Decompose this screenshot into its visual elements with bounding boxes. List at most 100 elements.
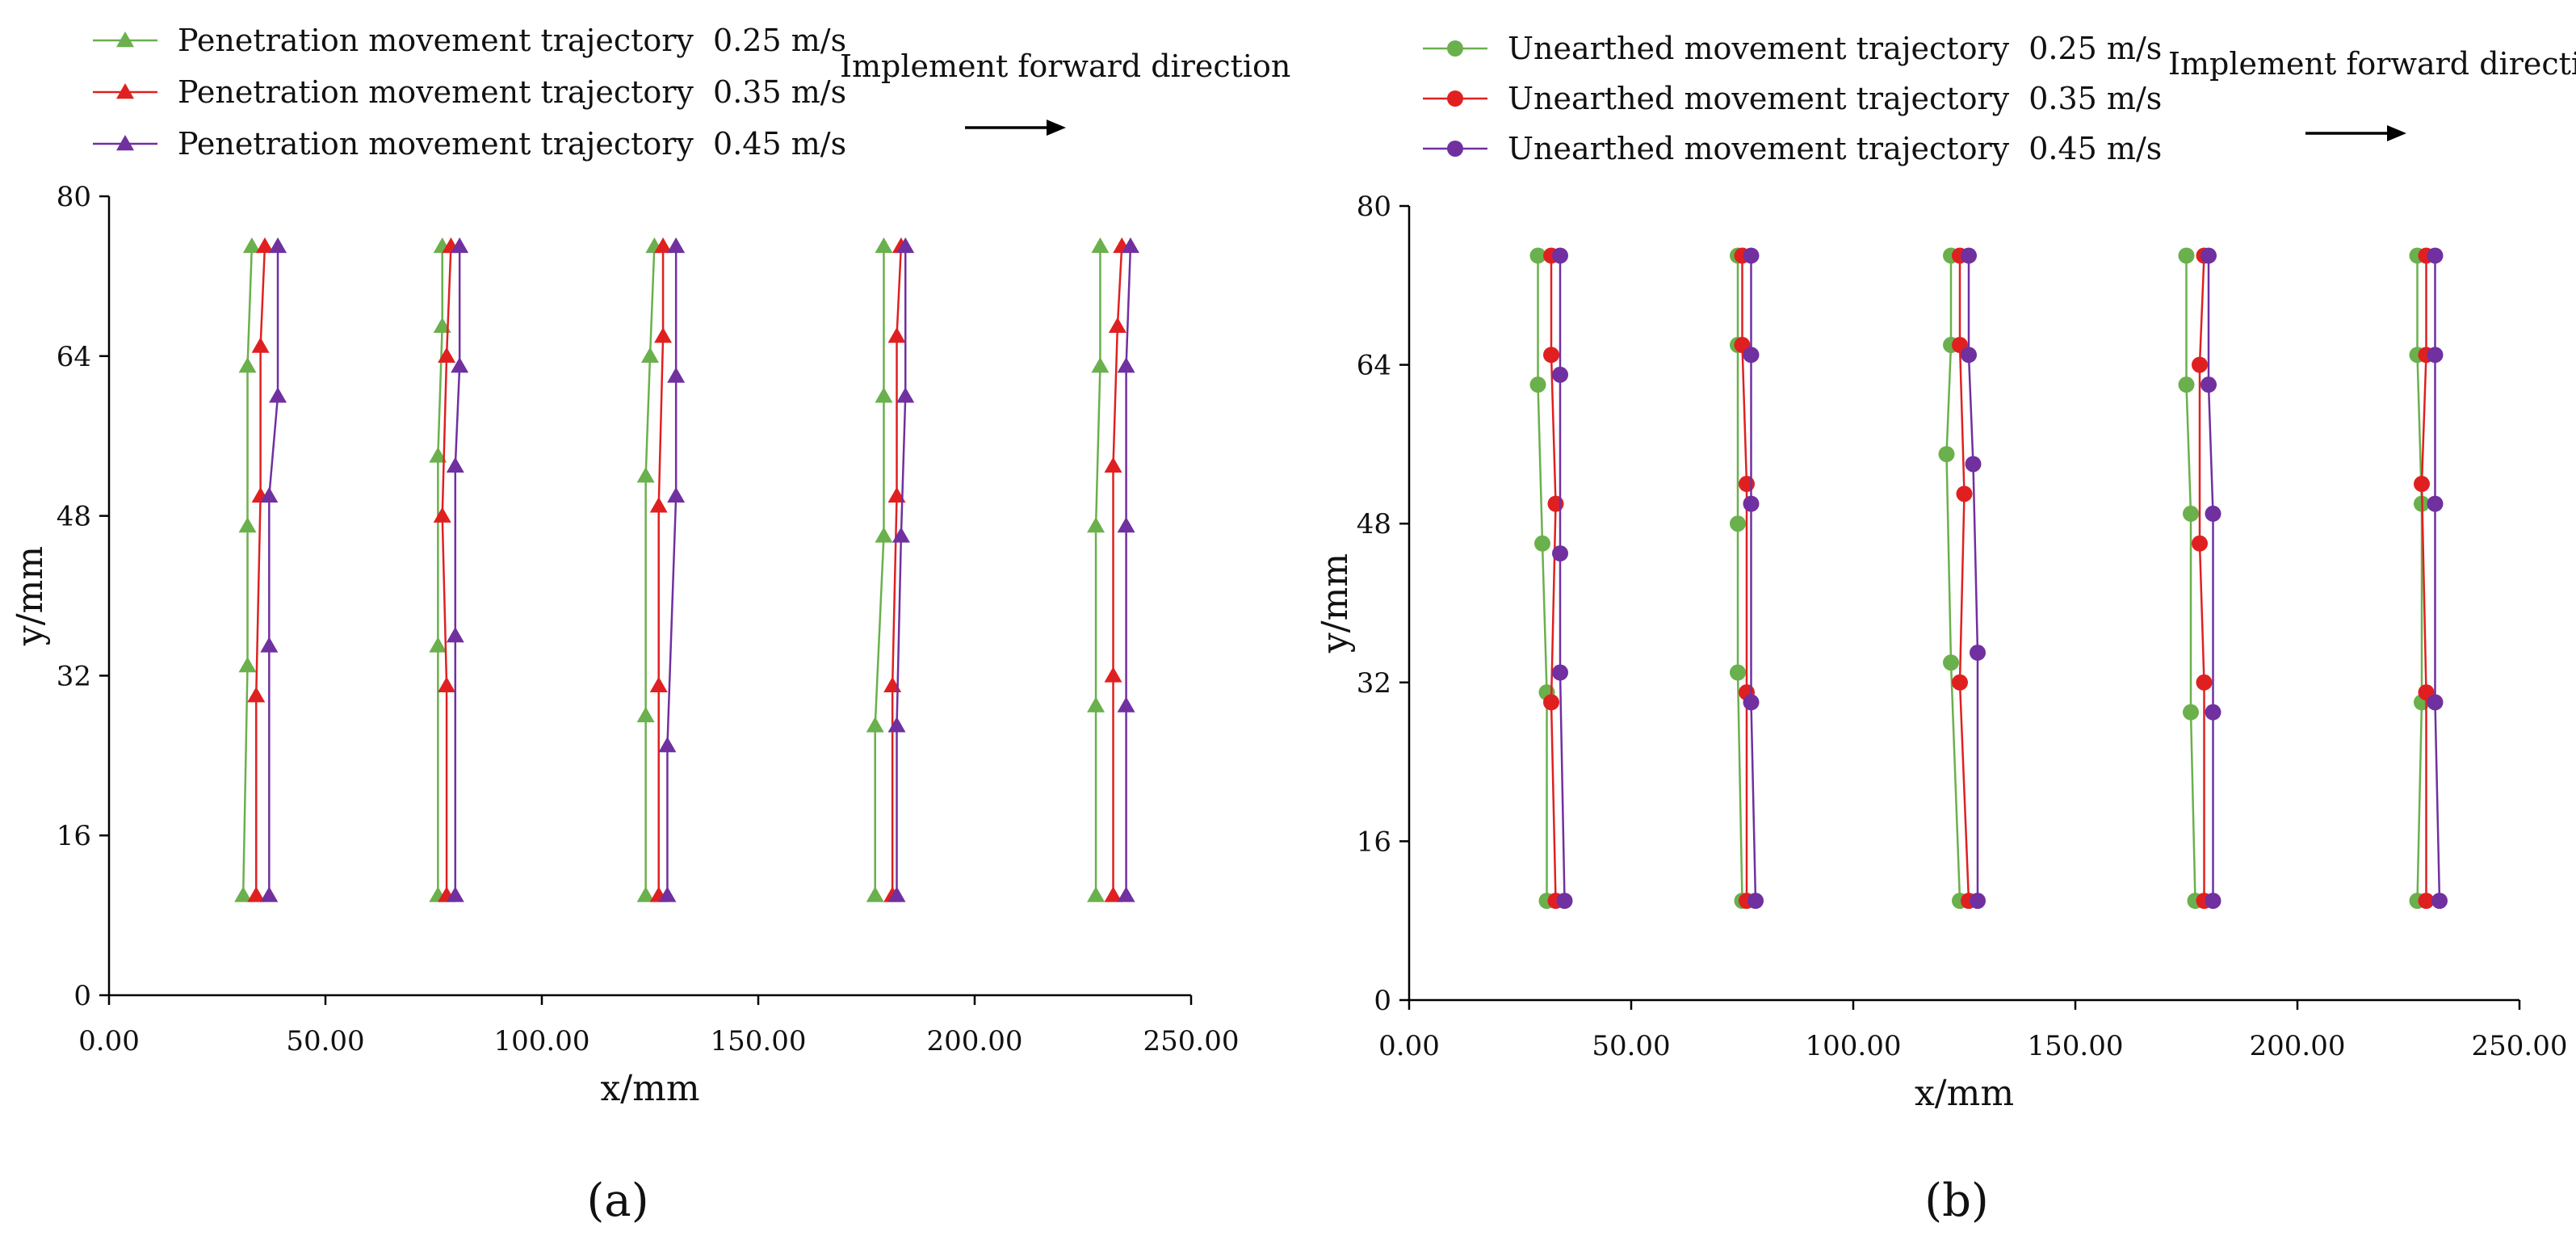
data-point	[1108, 317, 1126, 333]
data-point	[429, 637, 447, 653]
trajectory-line	[1112, 246, 1123, 896]
data-point	[2201, 247, 2217, 264]
data-point	[2192, 356, 2208, 373]
data-point	[667, 486, 686, 503]
series-2	[1543, 247, 2435, 910]
series-3	[1552, 247, 2448, 910]
data-point	[1743, 247, 1760, 264]
trajectory-line	[2207, 255, 2214, 902]
data-point	[1743, 694, 1760, 711]
x-tick-label: 250.00	[2472, 1030, 2568, 1062]
x-tick-label: 250.00	[1143, 1025, 1240, 1057]
data-point	[667, 367, 686, 383]
data-point	[2178, 247, 2195, 264]
data-point	[446, 626, 464, 643]
data-point	[887, 886, 906, 902]
x-tick-label: 0.00	[1378, 1030, 1440, 1062]
data-point	[1087, 696, 1105, 712]
data-point	[641, 347, 659, 364]
data-point	[238, 357, 257, 373]
data-point	[1943, 654, 1959, 671]
data-point	[2205, 704, 2221, 721]
data-point	[875, 237, 893, 254]
legend-marker	[116, 135, 134, 151]
direction-label: Implement forward direction	[2168, 46, 2576, 82]
data-point	[1965, 456, 1982, 473]
trajectory-line	[1094, 246, 1101, 896]
x-tick-label: 0.00	[78, 1025, 140, 1057]
trajectory-line	[241, 246, 254, 896]
data-point	[1743, 495, 1760, 512]
trajectory-line	[437, 246, 443, 896]
trajectory-line	[657, 246, 665, 896]
panel-label: (a)	[586, 1175, 648, 1227]
data-point	[1117, 886, 1135, 902]
direction-arrow-icon	[1047, 120, 1066, 136]
data-point	[2196, 674, 2213, 691]
x-axis-title: x/mm	[1915, 1073, 2014, 1114]
data-point	[1117, 516, 1135, 533]
legend-label: Unearthed movement trajectory 0.45 m/s	[1508, 131, 2162, 166]
data-point	[1961, 247, 1977, 264]
data-point	[255, 237, 274, 254]
data-point	[2183, 505, 2199, 522]
data-point	[636, 467, 655, 483]
data-point	[260, 486, 279, 503]
y-tick-label: 16	[1357, 826, 1391, 858]
data-point	[2431, 893, 2448, 910]
y-tick-label: 16	[57, 820, 91, 852]
data-point	[1543, 347, 1559, 364]
data-point	[1739, 476, 1755, 493]
y-tick-label: 48	[1357, 508, 1391, 540]
data-point	[2414, 476, 2430, 493]
legend-label: Penetration movement trajectory 0.45 m/s	[178, 126, 846, 162]
data-point	[1961, 347, 1977, 364]
direction-arrow-icon	[2387, 125, 2406, 141]
data-point	[1104, 666, 1122, 683]
data-point	[636, 886, 655, 902]
series-2	[247, 237, 1131, 902]
data-point	[238, 657, 257, 673]
x-tick-label: 150.00	[711, 1025, 807, 1057]
data-point	[1529, 247, 1546, 264]
data-point	[1091, 237, 1110, 254]
data-point	[866, 886, 884, 902]
data-point	[658, 886, 677, 902]
data-point	[451, 357, 469, 373]
chart-panel-a: 0.00 50.00 100.00 150.00 200.00 250.00 0 16 32 48…	[10, 23, 1290, 1227]
data-point	[1556, 893, 1573, 910]
legend-marker	[1447, 40, 1463, 57]
trajectory-line	[644, 246, 656, 896]
series-1	[234, 237, 1110, 902]
data-point	[2427, 247, 2444, 264]
data-point	[887, 717, 906, 733]
data-point	[636, 706, 655, 723]
x-tick-label: 100.00	[1806, 1030, 1902, 1062]
legend-marker	[116, 32, 134, 48]
data-point	[1117, 357, 1135, 373]
x-tick-label: 150.00	[2028, 1030, 2124, 1062]
data-point	[887, 327, 906, 343]
data-point	[1117, 696, 1135, 712]
data-point	[649, 497, 668, 513]
data-point	[1730, 664, 1746, 681]
data-point	[866, 717, 884, 733]
data-point	[234, 886, 253, 902]
trajectory-line	[2185, 255, 2196, 902]
direction-label: Implement forward direction	[840, 48, 1290, 84]
x-tick-label: 200.00	[927, 1025, 1023, 1057]
data-point	[649, 676, 668, 693]
data-point	[896, 237, 915, 254]
series-3	[260, 237, 1139, 902]
legend-entry-3: Unearthed movement trajectory 0.45 m/s	[1423, 131, 2162, 166]
data-point	[2427, 347, 2444, 364]
data-point	[2178, 376, 2195, 393]
y-axis-title: y/mm	[10, 546, 51, 646]
data-point	[2427, 694, 2444, 711]
data-point	[2418, 893, 2435, 910]
legend-label: Unearthed movement trajectory 0.35 m/s	[1508, 81, 2162, 116]
data-point	[1091, 357, 1110, 373]
series-1	[1529, 247, 2430, 910]
legend-entry-1: Unearthed movement trajectory 0.25 m/s	[1423, 31, 2162, 66]
x-tick-label: 200.00	[2250, 1030, 2346, 1062]
